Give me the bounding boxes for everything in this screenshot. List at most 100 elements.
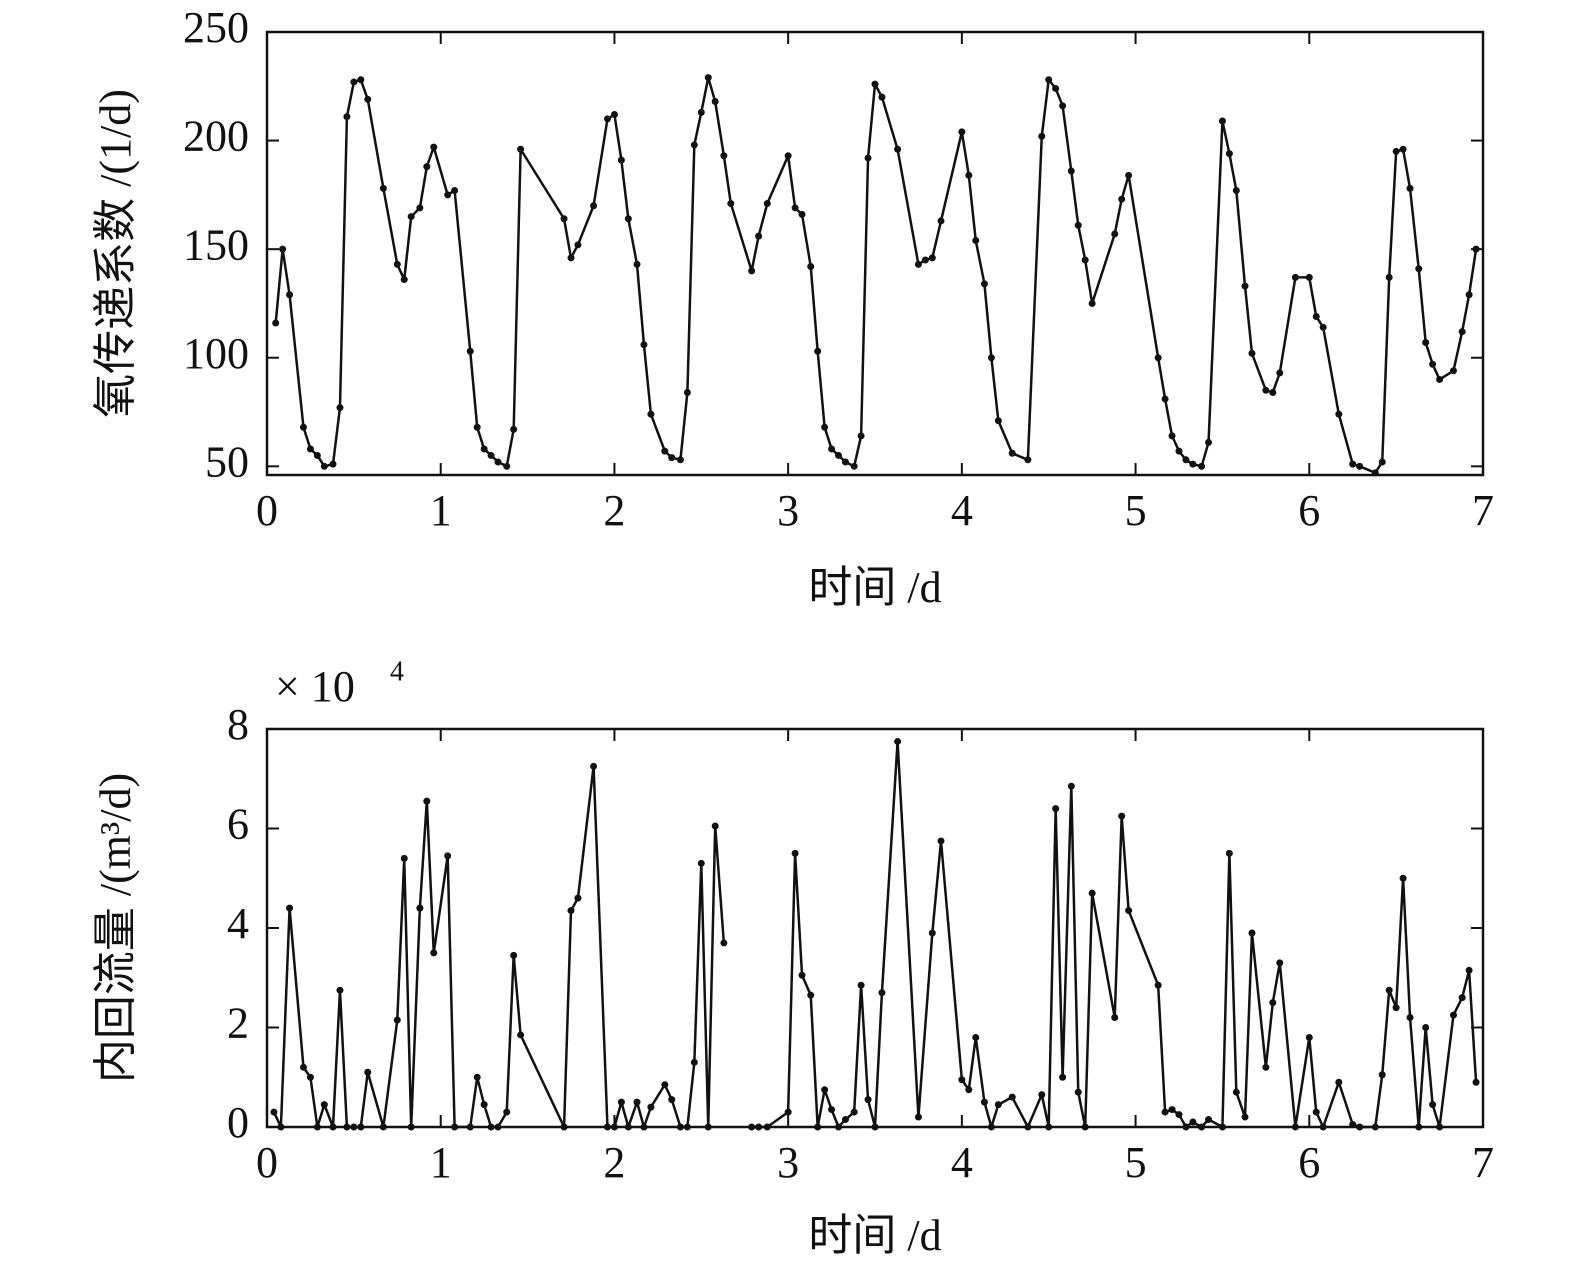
x-tick-label: 7 xyxy=(1472,486,1494,535)
data-point xyxy=(1111,230,1119,238)
data-point xyxy=(958,128,966,136)
data-point xyxy=(617,156,625,164)
data-point xyxy=(1319,323,1327,331)
data-point xyxy=(921,256,929,264)
data-point xyxy=(336,986,344,994)
data-point xyxy=(270,1108,278,1116)
y-tick-label: 150 xyxy=(183,220,249,269)
data-point xyxy=(357,76,365,84)
data-point xyxy=(807,991,815,999)
data-point xyxy=(763,200,771,208)
data-point xyxy=(828,1106,836,1114)
data-point xyxy=(633,1098,641,1106)
data-point xyxy=(277,1123,285,1131)
data-point xyxy=(610,1123,618,1131)
x-tick-label: 5 xyxy=(1125,1138,1147,1187)
data-point xyxy=(590,202,598,210)
data-point xyxy=(1198,462,1206,470)
data-point xyxy=(1081,1123,1089,1131)
data-point xyxy=(878,93,886,101)
data-point xyxy=(1436,375,1444,383)
data-point xyxy=(379,184,387,192)
data-point xyxy=(407,1123,415,1131)
data-point xyxy=(1429,1101,1437,1109)
y-axis-label: 内回流量 /(m³/d) xyxy=(91,773,140,1083)
data-point xyxy=(1052,805,1060,813)
x-tick-label: 3 xyxy=(777,1138,799,1187)
data-point xyxy=(1262,386,1270,394)
data-point xyxy=(987,354,995,362)
data-point xyxy=(1008,1093,1016,1101)
data-point xyxy=(1059,102,1067,110)
data-point xyxy=(1008,449,1016,457)
data-point xyxy=(1349,1121,1357,1129)
data-point xyxy=(1399,145,1407,153)
data-point xyxy=(379,1123,387,1131)
x-tick-label: 4 xyxy=(951,486,973,535)
data-point xyxy=(286,904,294,912)
data-point xyxy=(1218,1123,1226,1131)
y-tick-label: 0 xyxy=(227,1098,249,1147)
data-point xyxy=(894,737,902,745)
data-point xyxy=(1392,1004,1400,1012)
data-point xyxy=(1118,812,1126,820)
data-point xyxy=(1074,221,1082,229)
data-point xyxy=(517,1031,525,1039)
data-point xyxy=(299,1063,307,1071)
data-point xyxy=(1088,889,1096,897)
data-point xyxy=(1422,339,1430,347)
data-point xyxy=(306,445,314,453)
data-point xyxy=(1276,959,1284,967)
data-point xyxy=(1291,273,1299,281)
data-point xyxy=(1371,469,1379,477)
data-point xyxy=(814,1123,822,1131)
data-point xyxy=(668,454,676,462)
data-point xyxy=(503,1108,511,1116)
data-point xyxy=(994,1101,1002,1109)
data-point xyxy=(1248,929,1256,937)
data-point xyxy=(451,1123,459,1131)
data-point xyxy=(1356,462,1364,470)
data-point xyxy=(864,1096,872,1104)
data-point xyxy=(466,347,474,355)
data-point xyxy=(871,80,879,88)
data-point xyxy=(560,1123,568,1131)
data-point xyxy=(791,204,799,212)
data-point xyxy=(1422,1024,1430,1031)
data-point xyxy=(510,425,518,433)
data-point xyxy=(835,1123,843,1131)
data-point xyxy=(958,1076,966,1084)
data-point xyxy=(517,145,525,153)
data-point xyxy=(727,200,735,208)
data-point xyxy=(1205,1116,1213,1124)
data-point xyxy=(350,1123,358,1131)
data-point xyxy=(704,1123,712,1131)
data-point xyxy=(1262,1063,1270,1071)
y-tick-label: 200 xyxy=(183,112,249,161)
x-tick-label: 6 xyxy=(1298,486,1320,535)
data-point xyxy=(798,210,806,218)
data-point xyxy=(320,462,328,470)
data-point xyxy=(1399,874,1407,882)
data-point xyxy=(574,894,582,902)
data-point xyxy=(343,113,351,121)
data-point xyxy=(451,187,459,195)
data-point xyxy=(1024,1123,1032,1131)
data-point xyxy=(1291,1123,1299,1131)
data-point xyxy=(1392,147,1400,155)
data-point xyxy=(1205,438,1213,446)
y-tick-label: 4 xyxy=(227,899,249,948)
data-point xyxy=(994,417,1002,425)
data-point xyxy=(329,460,337,468)
data-point xyxy=(850,462,858,470)
x-axis-label: 时间 /d xyxy=(808,1211,941,1260)
data-point xyxy=(1088,299,1096,307)
data-point xyxy=(704,74,712,82)
data-point xyxy=(430,949,438,957)
data-point xyxy=(894,145,902,153)
data-point xyxy=(487,1123,495,1131)
data-point xyxy=(364,95,372,103)
data-point xyxy=(407,213,415,221)
data-point xyxy=(487,451,495,459)
data-point xyxy=(798,971,806,979)
